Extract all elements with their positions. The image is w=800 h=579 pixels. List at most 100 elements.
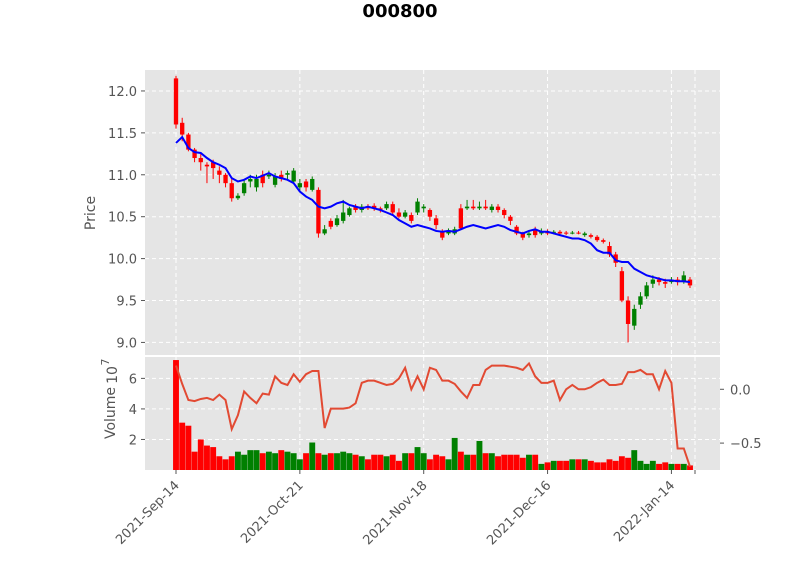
volume-bar-51 (488, 453, 495, 470)
candle-body-50 (483, 206, 488, 209)
price-ytick-label-0: 9.0 (116, 336, 137, 351)
volume-bar-4 (197, 439, 204, 470)
volume-bar-77 (649, 460, 656, 470)
price-ytick-label-5: 11.5 (108, 127, 137, 142)
candle-body-38 (409, 215, 414, 221)
candle-body-55 (514, 226, 519, 234)
candle-body-2 (186, 134, 191, 150)
candle-body-42 (433, 218, 439, 226)
candle-body-75 (638, 296, 643, 305)
candle-body-19 (291, 170, 296, 182)
volume-bar-83 (687, 465, 693, 470)
candle-body-18 (285, 173, 290, 175)
candle-body-73 (625, 300, 631, 324)
volume-bar-3 (191, 451, 198, 470)
volume-bar-34 (383, 456, 390, 470)
volume-bar-61 (550, 460, 557, 470)
volume-bar-73 (625, 457, 632, 470)
volume-bar-49 (476, 440, 483, 470)
candle-body-77 (650, 279, 656, 284)
candle-body-76 (644, 285, 649, 297)
candle-body-82 (681, 275, 686, 283)
volume-bar-32 (371, 454, 378, 470)
volume-bar-75 (637, 460, 644, 470)
candle-body-48 (471, 206, 476, 209)
candle-body-20 (297, 183, 303, 188)
candle-body-52 (495, 206, 501, 210)
candle-body-71 (613, 254, 618, 263)
candle-body-4 (198, 158, 203, 163)
volume-bar-45 (451, 437, 458, 470)
volume-bar-13 (253, 450, 260, 470)
candle-body-64 (570, 232, 575, 234)
candle-body-65 (576, 232, 581, 234)
volume-ylabel: Volume (103, 387, 119, 439)
volume-bar-18 (284, 451, 291, 470)
volume-bar-68 (594, 462, 601, 470)
volume-bar-8 (222, 459, 229, 470)
volume-bar-27 (340, 451, 347, 470)
volume-bar-57 (526, 454, 532, 470)
volume-bar-79 (662, 462, 669, 470)
volume-bar-7 (216, 456, 223, 470)
candle-body-67 (588, 235, 594, 237)
volume-bar-54 (507, 454, 514, 470)
volume-bar-17 (278, 450, 285, 470)
candle-body-63 (563, 232, 569, 234)
candle-body-62 (557, 231, 563, 234)
volume-bar-67 (587, 460, 594, 470)
candle-body-29 (353, 206, 358, 210)
volume-bar-52 (495, 456, 501, 470)
volume-bar-62 (557, 460, 563, 470)
volume-bar-78 (656, 463, 662, 470)
volume-bar-36 (395, 460, 402, 470)
x-tick-label-3: 2021-Dec-16 (484, 478, 554, 548)
volume-bar-55 (513, 454, 520, 470)
volume-bar-56 (519, 457, 526, 470)
volume-bar-20 (296, 459, 303, 470)
candle-body-83 (687, 279, 693, 286)
volume-bar-48 (470, 454, 477, 470)
candle-body-3 (192, 149, 197, 159)
price-candles (173, 75, 693, 343)
volume-bar-65 (575, 459, 582, 470)
volume-bar-5 (204, 445, 210, 470)
volume-bar-47 (464, 454, 471, 470)
volume-bar-35 (389, 454, 396, 470)
volume-bar-2 (185, 425, 192, 470)
volume-panel-bg (145, 357, 720, 470)
secondary-ytick-label-1: −0.5 (730, 437, 762, 452)
candle-body-69 (601, 240, 606, 242)
candle-body-16 (272, 176, 278, 185)
candle-body-17 (279, 174, 284, 179)
candle-body-21 (303, 181, 309, 188)
volume-bar-64 (569, 459, 576, 470)
volume-bar-76 (643, 463, 650, 470)
candle-body-39 (415, 201, 420, 213)
volume-bar-82 (680, 463, 687, 470)
chart-title: 000800 (362, 1, 437, 22)
price-ytick-label-4: 11.0 (108, 169, 137, 184)
volume-bar-50 (482, 453, 489, 470)
candle-body-36 (396, 212, 402, 217)
volume-ytick-label-1: 4 (129, 403, 137, 418)
volume-bar-53 (501, 454, 508, 470)
volume-bar-15 (265, 451, 272, 470)
x-axis-ticks: 2021-Sep-14 2021-Oct-21 2021-Nov-18 2021-De… (113, 470, 696, 548)
candle-body-27 (341, 212, 346, 221)
volume-bar-11 (241, 454, 248, 470)
volume-bar-70 (606, 459, 613, 470)
volume-bar-1 (179, 422, 186, 470)
volume-bar-43 (439, 456, 446, 470)
volume-bar-9 (228, 456, 235, 470)
candle-body-74 (632, 308, 637, 326)
candle-body-61 (551, 231, 556, 233)
candle-body-47 (464, 206, 470, 209)
candle-body-1 (180, 122, 185, 135)
volume-scale-label: 10 7 (99, 359, 121, 384)
price-ytick-label-3: 10.5 (108, 211, 137, 226)
secondary-ytick-label-0: 0.0 (730, 383, 751, 398)
volume-bar-58 (532, 454, 539, 470)
volume-bar-60 (544, 462, 551, 470)
